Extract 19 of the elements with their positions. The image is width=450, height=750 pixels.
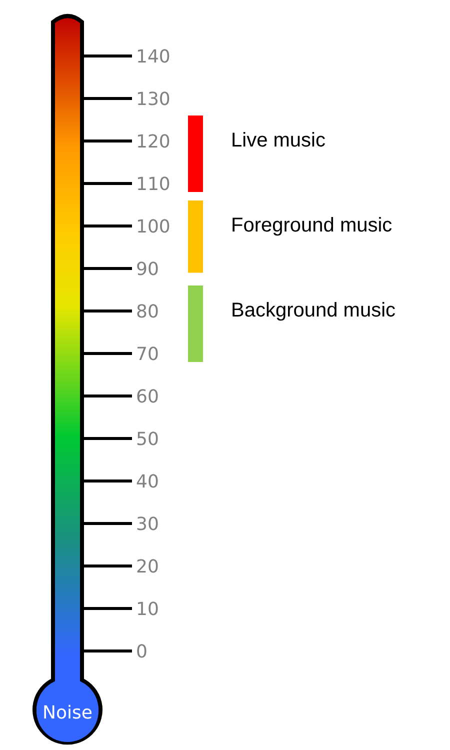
- series-label: Live music: [231, 130, 326, 152]
- y-tick-label: 30: [136, 514, 159, 535]
- y-tick-label: 90: [136, 258, 159, 280]
- y-tick-label: 0: [136, 641, 148, 662]
- y-tick-label: 110: [136, 174, 170, 195]
- series-label: Foreground music: [231, 214, 392, 236]
- y-axis-title: Noise: [42, 702, 92, 724]
- y-tick-label: 80: [136, 301, 159, 322]
- y-tick-label: 20: [136, 556, 159, 578]
- y-tick-label: 130: [136, 88, 170, 110]
- series-label: Background music: [231, 300, 396, 322]
- y-tick-label: 60: [136, 386, 159, 408]
- y-tick-label: 140: [136, 46, 170, 68]
- y-tick-label: 50: [136, 428, 159, 450]
- y-tick-label: 10: [136, 598, 159, 620]
- y-tick-label: 40: [136, 471, 159, 492]
- y-tick-label: 100: [136, 216, 170, 238]
- y-tick-label: 120: [136, 131, 170, 152]
- y-tick-label: 70: [136, 344, 159, 365]
